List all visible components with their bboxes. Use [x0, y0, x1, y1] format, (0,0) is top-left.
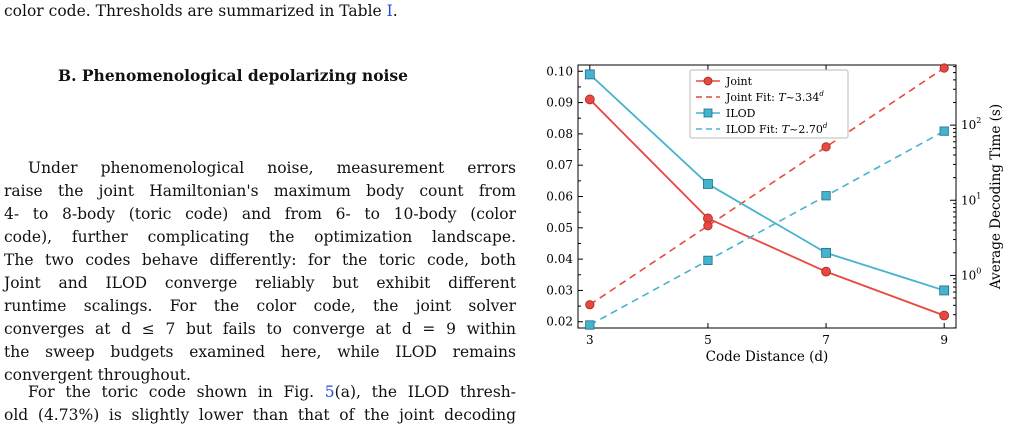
x-tick-label: 3 [586, 333, 594, 347]
left-y-tick-label: 0.03 [546, 283, 573, 297]
legend-marker [703, 108, 713, 118]
data-point-ilod [939, 285, 950, 296]
paragraph-line: converges at d ≤ 7 but fails to converge… [4, 320, 516, 338]
top-line-text: color code. Thresholds are summarized in… [4, 2, 387, 20]
paragraph-line: The two codes behave differently: for th… [4, 251, 516, 269]
right-y-axis-label: Average Decoding Time (s) [988, 104, 1004, 290]
chart-svg: 3 5 7 9 0.02 0.03 0.04 0.05 0.06 0.07 0.08 0.09 0.10… [524, 63, 1004, 365]
legend-label: ILOD Fit: T~2.70d [726, 122, 828, 136]
right-y-tick-label: 100 [961, 266, 981, 282]
data-point-joint [821, 266, 831, 277]
chart: 3 5 7 9 0.02 0.03 0.04 0.05 0.06 0.07 0.08 0.09 0.10… [524, 55, 1010, 385]
top-line-suffix: . [392, 2, 398, 20]
joint-time-point [703, 221, 713, 231]
joint-time-point [821, 142, 831, 152]
top-line: color code. Thresholds are summarized in… [4, 2, 398, 20]
fit-line [589, 130, 945, 326]
paragraph-line: old (4.73%) is slightly lower than that … [4, 406, 516, 424]
legend-label: Joint Fit: T~3.34d [725, 90, 824, 104]
left-y-tick-label: 0.02 [546, 315, 573, 329]
legend-label: ILOD [726, 107, 756, 120]
paragraph-line: Joint and ILOD converge reliably but exh… [4, 274, 516, 292]
paragraph-line: code), further complicating the optimiza… [4, 228, 516, 246]
joint-time-point [939, 63, 949, 73]
paragraph-line: raise the joint Hamiltonian's maximum bo… [4, 182, 516, 200]
x-tick-label: 9 [940, 333, 948, 347]
left-y-tick-label: 0.06 [546, 190, 573, 204]
paragraph-line: runtime scalings. For the color code, th… [4, 297, 516, 315]
right-y-tick-label: 102 [961, 116, 981, 132]
paragraph-line: Under phenomenological noise, measuremen… [28, 159, 516, 177]
series-line-ilod [589, 73, 945, 292]
paragraph-line: convergent throughout. [4, 366, 191, 384]
left-y-tick-label: 0.10 [546, 64, 573, 78]
x-axis-label: Code Distance (d) [706, 349, 829, 365]
left-y-tick-label: 0.05 [546, 221, 573, 235]
ilod-time-point [585, 320, 595, 330]
paragraph-line: the sweep budgets examined here, while I… [4, 343, 516, 361]
data-point-joint [584, 94, 595, 105]
joint-time-point [585, 300, 595, 310]
data-point-ilod [821, 247, 831, 258]
left-y-tick-label: 0.08 [546, 127, 573, 141]
paragraph-1: Under phenomenological noise, measuremen… [4, 157, 516, 387]
paragraph-2: For the toric code shown in Fig. 5(a), t… [4, 381, 516, 427]
para2-text-suffix: (a), the ILOD thresh- [334, 383, 516, 401]
paragraph-line: For the toric code shown in Fig. 5(a), t… [4, 381, 516, 404]
data-point-joint [939, 310, 950, 321]
data-point-ilod [584, 69, 595, 80]
figure-reference-link[interactable]: 5 [324, 383, 335, 401]
left-y-tick-label: 0.09 [546, 96, 573, 110]
section-heading: B. Phenomenological depolarizing noise [58, 66, 409, 85]
data-point-ilod [703, 179, 713, 189]
text-column: color code. Thresholds are summarized in… [0, 0, 520, 424]
paragraph-line: 4- to 8-body (toric code) and from 6- to… [4, 205, 516, 223]
ilod-time-point [703, 255, 713, 265]
x-tick-label: 5 [704, 333, 712, 347]
para2-text: For the toric code shown in Fig. [28, 383, 325, 401]
left-y-tick-label: 0.04 [546, 252, 573, 266]
right-y-tick-label: 101 [961, 191, 981, 207]
ilod-time-point [939, 126, 949, 136]
x-tick-label: 7 [822, 333, 830, 347]
legend-label: Joint [725, 75, 753, 88]
left-y-tick-label: 0.07 [546, 158, 573, 172]
legend-marker [703, 76, 713, 86]
series-line-joint [589, 98, 945, 317]
legend-box [689, 69, 849, 139]
ilod-time-point [821, 191, 831, 201]
table-reference-link[interactable]: I [386, 2, 393, 20]
